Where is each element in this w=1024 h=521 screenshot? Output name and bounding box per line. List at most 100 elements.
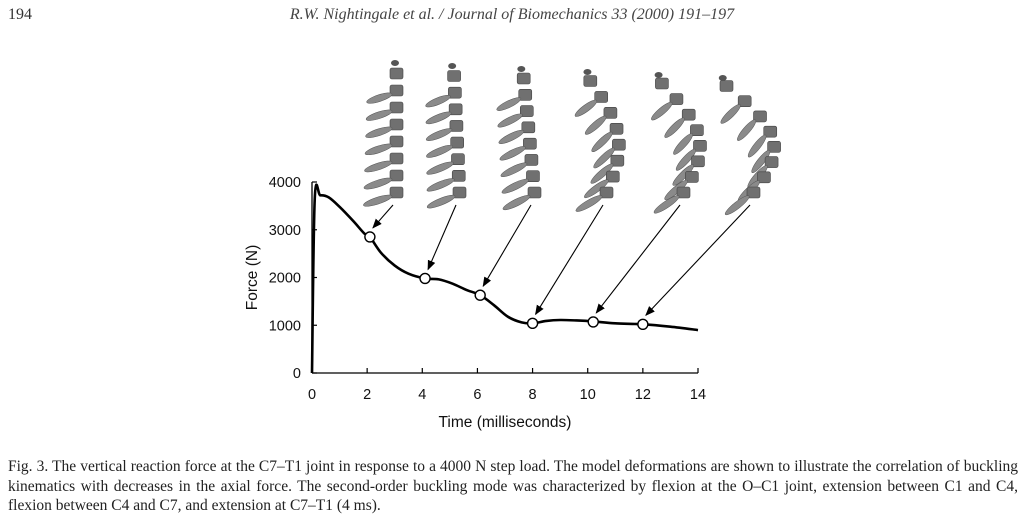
- data-marker: [364, 231, 376, 243]
- vertebra-process: [363, 177, 393, 190]
- spine-model-6: [718, 75, 781, 216]
- vertebra-body: [693, 139, 707, 152]
- vertebra-process: [664, 117, 685, 138]
- force-series-line: [310, 183, 699, 374]
- skull-marker: [391, 60, 399, 66]
- vertebra-process: [426, 144, 453, 158]
- vertebra-body: [449, 120, 464, 132]
- vertebra-body: [691, 155, 705, 168]
- vertebra-body: [746, 186, 761, 199]
- marker-arrow: [645, 204, 751, 317]
- vertebra-body: [763, 125, 778, 138]
- y-tick-label: 4000: [269, 175, 301, 191]
- vertebra-body: [448, 103, 463, 116]
- running-head: R.W. Nightingale et al. / Journal of Bio…: [289, 6, 735, 23]
- vertebra-process: [426, 161, 454, 175]
- x-tick-label: 4: [418, 387, 426, 403]
- vertebra-process: [584, 115, 607, 135]
- vertebra-body: [757, 171, 771, 184]
- figure-caption: Fig. 3. The vertical reaction force at t…: [8, 458, 1018, 514]
- y-tick-label: 2000: [269, 271, 301, 287]
- vertebra-body: [389, 84, 404, 97]
- vertebra-body: [655, 77, 669, 90]
- data-marker: [526, 317, 539, 330]
- vertebra-process: [653, 195, 680, 214]
- vertebra-body: [527, 186, 542, 199]
- vertebra-body: [676, 186, 691, 199]
- page-header: 194 R.W. Nightingale et al. / Journal of…: [0, 6, 1024, 28]
- spine-deformation-models: [363, 60, 781, 216]
- y-tick-label: 3000: [269, 223, 301, 239]
- vertebra-process: [363, 194, 393, 207]
- vertebra-process: [724, 195, 750, 216]
- vertebra-body: [521, 121, 536, 134]
- vertebra-process: [747, 134, 767, 158]
- spine-model-3: [496, 66, 542, 211]
- x-tick-label: 10: [580, 387, 596, 403]
- marker-arrow: [372, 204, 394, 229]
- data-marker: [587, 316, 599, 328]
- vertebra-body: [719, 80, 734, 92]
- vertebra-body: [447, 70, 461, 82]
- vertebra-body: [518, 88, 533, 101]
- vertebra-body: [389, 169, 404, 182]
- data-marker: [419, 272, 431, 285]
- vertebra-process: [675, 148, 697, 171]
- vertebra-process: [593, 147, 615, 169]
- vertebra-process: [364, 143, 393, 156]
- vertebra-process: [425, 111, 452, 125]
- x-tick-label: 6: [473, 387, 481, 403]
- spine-model-1: [363, 60, 404, 207]
- vertebra-process: [584, 179, 609, 199]
- y-tick-label: 0: [293, 366, 301, 382]
- marker-arrow: [482, 204, 532, 288]
- vertebra-body: [389, 67, 404, 80]
- vertebra-body: [448, 86, 462, 99]
- x-axis-label: Time (milliseconds): [439, 414, 572, 431]
- data-marker: [474, 289, 486, 301]
- vertebra-body: [450, 136, 464, 149]
- skull-marker: [583, 69, 592, 75]
- y-tick-label: 1000: [269, 318, 301, 334]
- vertebra-body: [389, 186, 404, 199]
- vertebra-body: [690, 124, 704, 137]
- spine-model-4: [574, 69, 626, 212]
- vertebra-body: [389, 101, 404, 114]
- vertebra-body: [609, 122, 624, 135]
- vertebra-process: [499, 146, 526, 161]
- page-number: 194: [8, 6, 32, 23]
- vertebra-process: [364, 160, 393, 173]
- vertebra-process: [751, 149, 771, 173]
- vertebra-body: [594, 91, 609, 103]
- vertebra-body: [610, 154, 625, 167]
- y-axis-label: Force (N): [244, 245, 261, 310]
- vertebra-process: [498, 129, 525, 144]
- vertebra-process: [366, 92, 393, 104]
- vertebra-process: [365, 126, 393, 138]
- vertebra-body: [389, 135, 404, 148]
- chart-axes: [311, 182, 698, 374]
- x-tick-label: 12: [635, 387, 651, 403]
- vertebra-body: [612, 138, 626, 151]
- skull-marker: [448, 63, 457, 69]
- vertebra-process: [590, 163, 614, 184]
- vertebra-body: [389, 152, 404, 165]
- vertebra-process: [591, 131, 613, 152]
- x-tick-label: 8: [529, 387, 537, 403]
- vertebra-body: [605, 170, 620, 183]
- skull-marker: [517, 66, 526, 72]
- axis-ticks: 0 2 4 6 8 10 12 14 0 1000 2000 3000 4000: [269, 175, 706, 403]
- vertebra-body: [526, 170, 540, 183]
- vertebra-process: [425, 94, 451, 108]
- vertebra-process: [496, 97, 522, 111]
- vertebra-body: [389, 118, 404, 131]
- data-marker: [637, 318, 649, 330]
- vertebra-body: [603, 107, 618, 119]
- vertebra-process: [501, 178, 529, 194]
- vertebra-body: [583, 75, 598, 87]
- spine-model-5: [651, 72, 707, 214]
- vertebra-body: [516, 72, 531, 85]
- x-tick-label: 14: [690, 387, 706, 403]
- vertebra-body: [452, 186, 467, 199]
- vertebra-body: [523, 137, 537, 150]
